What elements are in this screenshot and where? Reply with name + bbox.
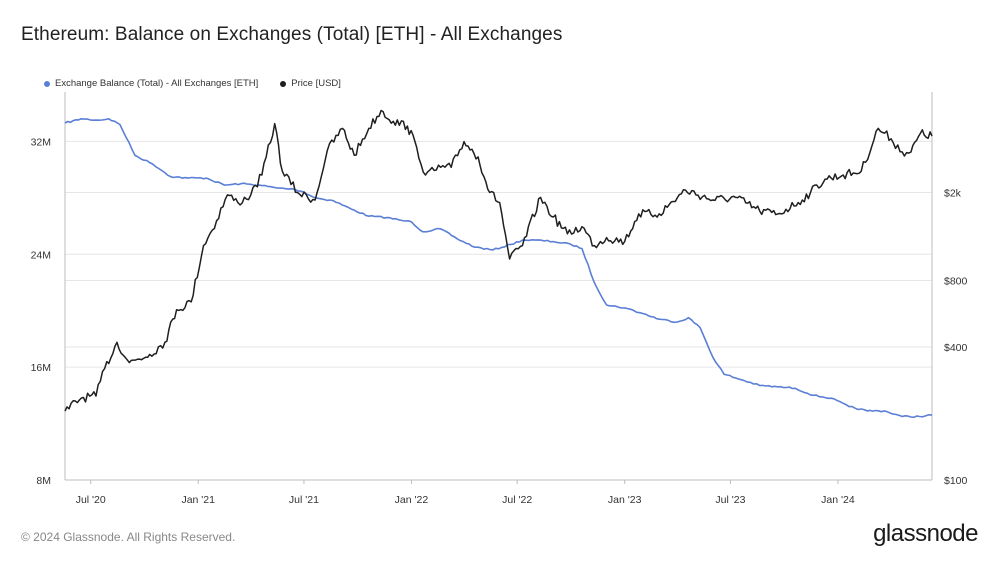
grid-lines bbox=[65, 140, 932, 368]
x-tick-label: Jan '22 bbox=[395, 494, 429, 506]
exchange-balance-line[interactable] bbox=[64, 118, 933, 419]
legend-item-price[interactable]: Price [USD] bbox=[280, 78, 341, 89]
legend-balance-label: Exchange Balance (Total) - All Exchanges… bbox=[55, 78, 259, 89]
chart-title: Ethereum: Balance on Exchanges (Total) [… bbox=[21, 24, 563, 45]
x-tick-label: Jul '21 bbox=[289, 494, 319, 506]
x-tick-label: Jul '20 bbox=[76, 494, 106, 506]
x-tick-label: Jul '22 bbox=[502, 494, 532, 506]
legend: Exchange Balance (Total) - All Exchanges… bbox=[44, 78, 363, 89]
y-left-tick-label: 16M bbox=[31, 362, 51, 374]
tick-labels: 8M 16M 24M 32M $100 $400 $800 $2k Jul '20 Jan '21… bbox=[31, 136, 968, 506]
y-left-tick-label: 8M bbox=[36, 475, 51, 487]
series-lines bbox=[64, 109, 933, 419]
legend-balance-dot bbox=[44, 80, 50, 87]
axes bbox=[64, 92, 933, 484]
price-line[interactable] bbox=[64, 109, 933, 412]
x-tick-label: Jul '23 bbox=[715, 494, 745, 506]
glassnode-logo: glassnode bbox=[873, 520, 978, 547]
copyright-footer: © 2024 Glassnode. All Rights Reserved. bbox=[21, 530, 236, 544]
x-tick-label: Jan '24 bbox=[821, 494, 855, 506]
y-right-tick-label: $2k bbox=[944, 188, 962, 200]
x-tick-label: Jan '23 bbox=[608, 494, 642, 506]
y-left-tick-label: 32M bbox=[31, 136, 51, 148]
legend-item-balance[interactable]: Exchange Balance (Total) - All Exchanges… bbox=[44, 78, 258, 89]
x-tick-label: Jan '21 bbox=[181, 494, 215, 506]
legend-price-dot bbox=[280, 80, 287, 87]
legend-price-label: Price [USD] bbox=[291, 78, 341, 89]
y-right-tick-label: $100 bbox=[944, 475, 968, 487]
y-left-tick-label: 24M bbox=[31, 249, 51, 261]
y-right-tick-label: $800 bbox=[944, 275, 968, 287]
y-right-tick-label: $400 bbox=[944, 342, 968, 354]
